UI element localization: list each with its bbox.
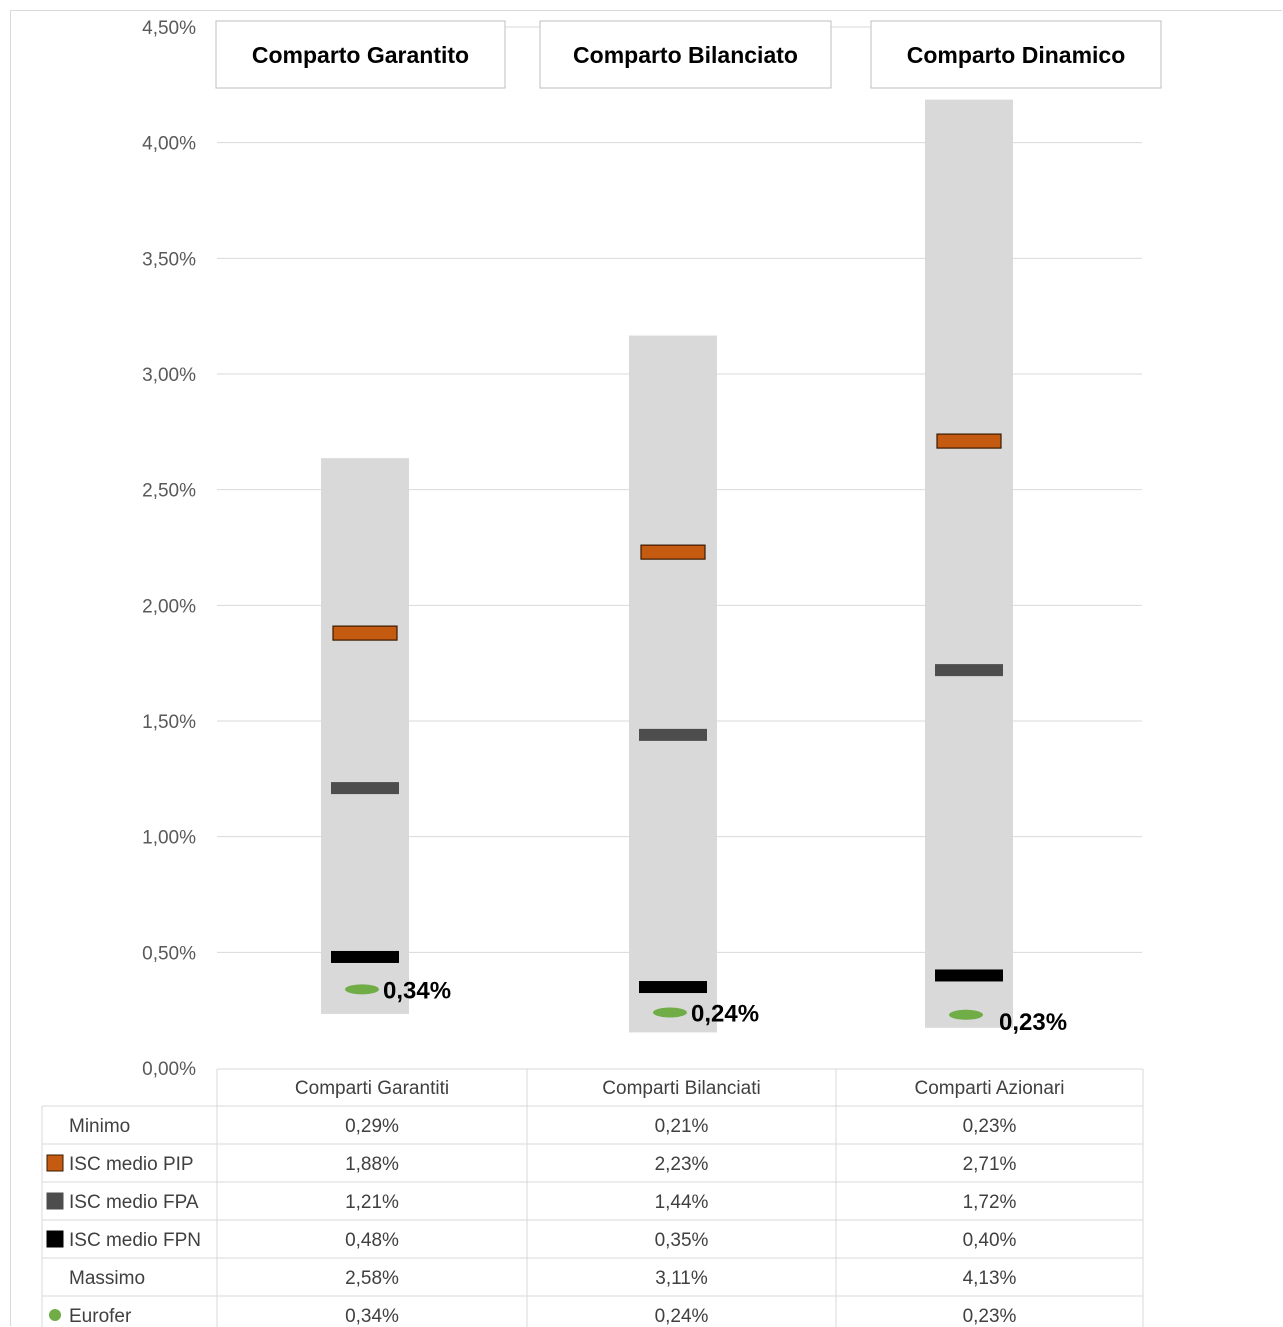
table-cell: 3,11% — [655, 1268, 708, 1289]
table-cell: 2,23% — [655, 1154, 709, 1175]
table-row-label: ISC medio FPA — [69, 1192, 199, 1213]
table-row-label: Eurofer — [69, 1306, 132, 1327]
table-category-header: Comparti Bilanciati — [602, 1078, 760, 1099]
eurofer-marker — [949, 1009, 983, 1020]
panel-label-box — [215, 20, 506, 89]
table-row-label: ISC medio FPN — [69, 1230, 201, 1251]
panel-label: Comparto Dinamico — [907, 42, 1126, 68]
table-cell: 0,24% — [655, 1306, 709, 1327]
panel-label-box — [539, 20, 832, 89]
table-category-header: Comparti Garantiti — [295, 1078, 449, 1099]
table-row-label: Minimo — [69, 1116, 130, 1137]
eurofer-marker — [345, 984, 379, 995]
legend-key-fpa — [46, 1192, 64, 1210]
y-tick-label: 1,50% — [142, 712, 196, 733]
table-cell: 0,23% — [963, 1116, 1017, 1137]
panel-label-box — [870, 20, 1162, 89]
y-tick-label: 2,50% — [142, 481, 196, 502]
pip-marker — [332, 625, 398, 641]
fpa-marker — [935, 664, 1003, 677]
table-cell: 0,29% — [345, 1116, 399, 1137]
table-cell: 0,21% — [655, 1116, 709, 1137]
table-cell: 0,35% — [655, 1230, 709, 1251]
table-cell: 0,34% — [345, 1306, 399, 1327]
y-tick-label: 4,00% — [142, 134, 196, 155]
table-cell: 0,40% — [963, 1230, 1017, 1251]
eurofer-data-label: 0,34% — [383, 977, 451, 1004]
table-cell: 0,48% — [345, 1230, 399, 1251]
fpa-marker — [639, 728, 707, 741]
y-tick-label: 4,50% — [142, 18, 196, 39]
fpn-marker — [331, 950, 399, 963]
eurofer-data-label: 0,23% — [999, 1009, 1067, 1036]
fpn-marker — [639, 981, 707, 994]
panel-label: Comparto Garantito — [252, 42, 469, 68]
table-cell: 1,21% — [345, 1192, 399, 1213]
eurofer-data-label: 0,24% — [691, 1000, 759, 1027]
range-column — [321, 458, 409, 1014]
y-tick-label: 0,00% — [142, 1059, 196, 1080]
y-tick-label: 3,50% — [142, 249, 196, 270]
table-cell: 0,23% — [963, 1306, 1017, 1327]
fpa-marker — [331, 782, 399, 795]
fpn-marker — [935, 969, 1003, 982]
chart-frame — [10, 10, 1282, 1326]
table-cell: 1,88% — [345, 1154, 399, 1175]
table-category-header: Comparti Azionari — [915, 1078, 1065, 1099]
table-row-label: ISC medio PIP — [69, 1154, 194, 1175]
y-tick-label: 3,00% — [142, 365, 196, 386]
panel-label: Comparto Bilanciato — [573, 42, 798, 68]
table-cell: 2,71% — [963, 1154, 1017, 1175]
table-cell: 2,58% — [345, 1268, 399, 1289]
pip-marker — [936, 433, 1002, 449]
y-tick-label: 2,00% — [142, 596, 196, 617]
y-tick-label: 1,00% — [142, 828, 196, 849]
range-column — [629, 335, 717, 1033]
y-tick-label: 0,50% — [142, 943, 196, 964]
table-row-label: Massimo — [69, 1268, 145, 1289]
table-cell: 1,72% — [963, 1192, 1017, 1213]
legend-key-max — [48, 1271, 54, 1283]
eurofer-marker — [653, 1007, 687, 1018]
legend-key-eurofer — [49, 1309, 61, 1321]
legend-key-min — [48, 1119, 54, 1131]
legend-key-pip — [46, 1154, 64, 1172]
pip-marker — [640, 544, 706, 560]
legend-key-fpn — [46, 1230, 64, 1248]
table-cell: 1,44% — [655, 1192, 709, 1213]
range-column — [925, 99, 1013, 1028]
table-cell: 4,13% — [963, 1268, 1017, 1289]
